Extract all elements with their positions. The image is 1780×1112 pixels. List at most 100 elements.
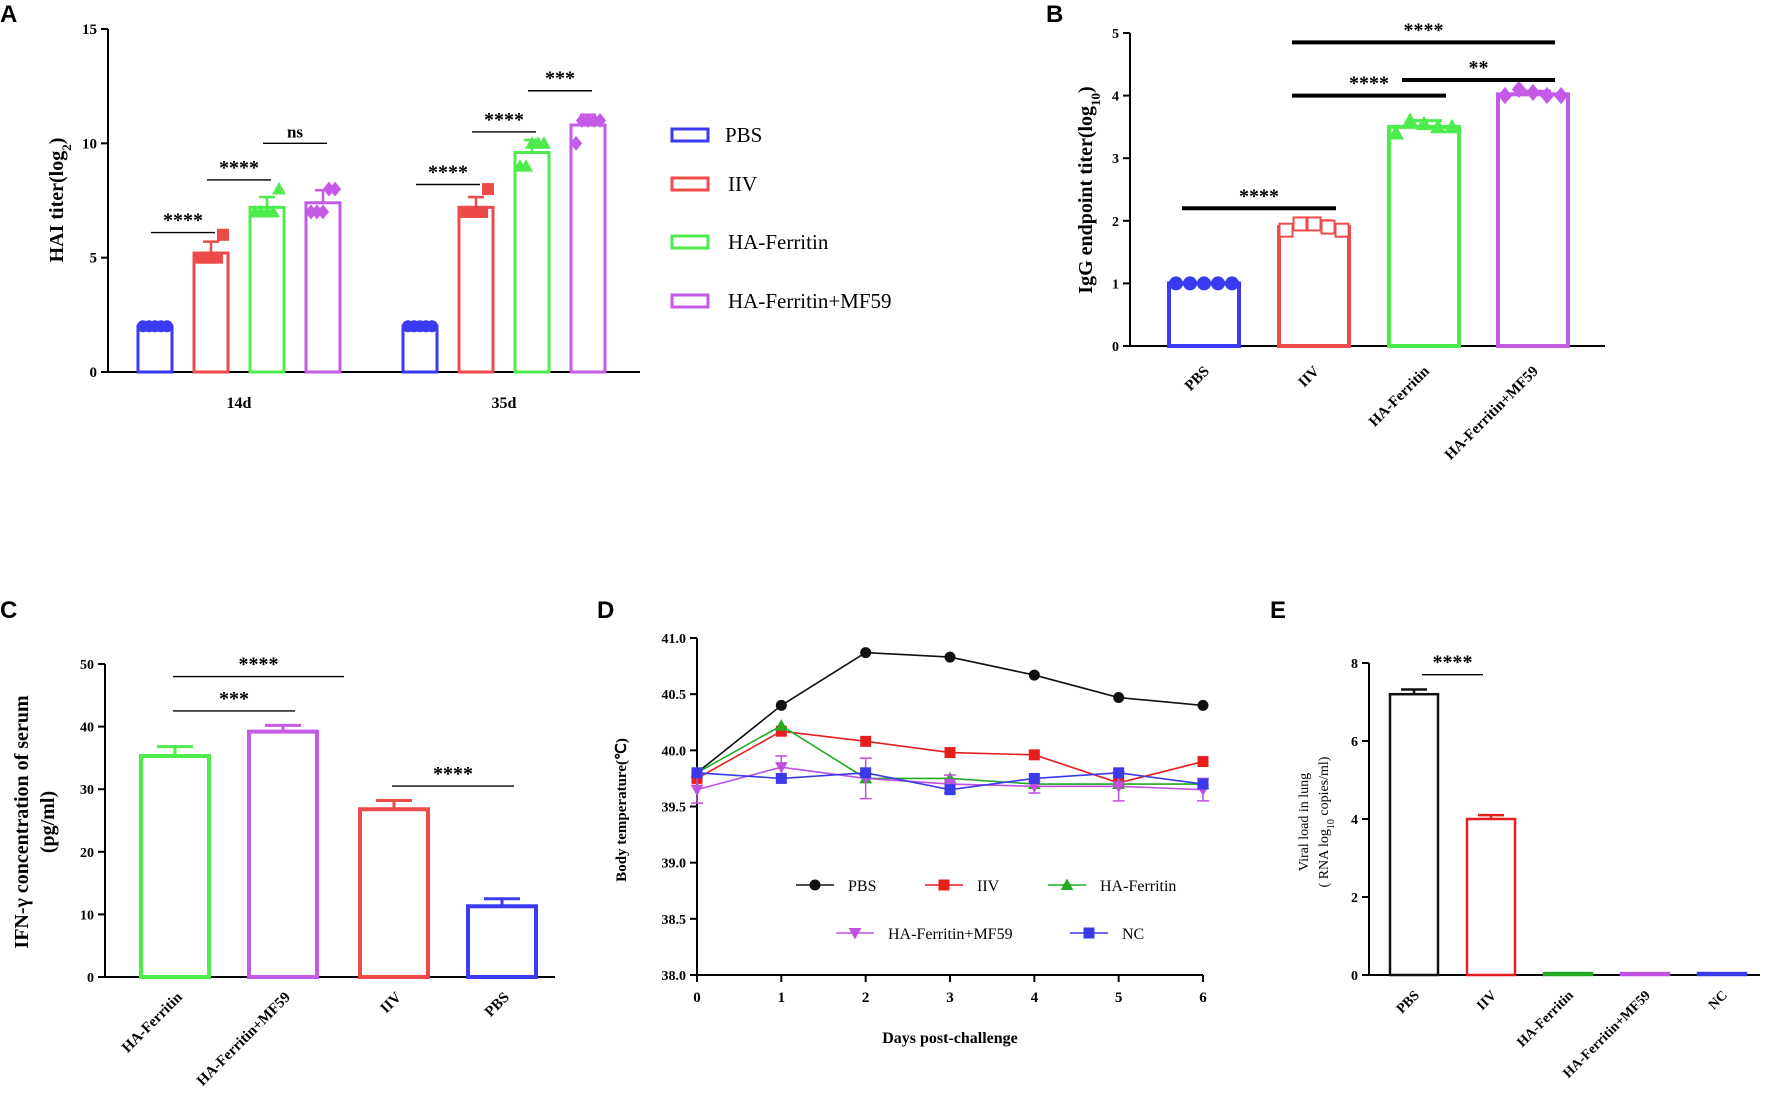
data-point bbox=[1028, 749, 1040, 761]
y-tick-label: 40 bbox=[80, 721, 94, 736]
data-point bbox=[426, 320, 438, 333]
y-tick-label: 20 bbox=[80, 846, 94, 861]
data-point bbox=[1525, 83, 1541, 102]
bar-ha-ferritin-mf59 bbox=[1496, 92, 1570, 348]
y-tick-label: 2 bbox=[1351, 891, 1358, 906]
x-axis-title: Days post-challenge bbox=[882, 1030, 1018, 1047]
legend-marker bbox=[1083, 927, 1095, 939]
data-point bbox=[1169, 276, 1183, 291]
y-tick-label: 40.5 bbox=[662, 688, 687, 703]
bar-ha-ferritin bbox=[139, 754, 211, 979]
y-tick-label: 30 bbox=[80, 783, 94, 798]
significance-label: *** bbox=[545, 68, 575, 90]
x-tick-label: 1 bbox=[778, 990, 786, 1006]
data-point bbox=[1553, 87, 1569, 105]
bar-ha-ferritin-mf59 bbox=[569, 123, 607, 374]
bar-ha-ferritin bbox=[513, 150, 551, 374]
data-point bbox=[1211, 276, 1225, 291]
bar-pbs bbox=[1167, 281, 1241, 348]
significance-label: ns bbox=[287, 122, 303, 141]
legend-marker bbox=[938, 879, 950, 891]
data-point bbox=[1430, 118, 1446, 134]
data-point bbox=[1320, 219, 1336, 235]
y-axis-title: IgG endpoint titer(log10) bbox=[1075, 86, 1103, 293]
significance-label: **** bbox=[219, 157, 259, 179]
significance-label: ** bbox=[1469, 57, 1489, 79]
legend-label: HA-Ferritin+MF59 bbox=[728, 289, 892, 313]
data-point bbox=[1334, 222, 1350, 238]
data-point bbox=[775, 699, 787, 711]
y-axis-title: HAI titer(log2) bbox=[46, 138, 74, 263]
legend-item-ha-ferritin-mf59: HA-Ferritin+MF59 bbox=[836, 926, 1013, 943]
x-tick-label: IIV bbox=[1474, 988, 1499, 1013]
y-tick-label: 10 bbox=[80, 908, 94, 923]
data-point bbox=[1444, 118, 1460, 134]
data-point bbox=[774, 762, 788, 774]
data-point bbox=[593, 113, 607, 128]
legend-label: IIV bbox=[977, 878, 1000, 895]
legend-label: PBS bbox=[848, 878, 876, 895]
y-axis-title-line1: Viral load in lung bbox=[1297, 773, 1312, 871]
x-tick-label: HA-Ferritin bbox=[1515, 988, 1577, 1050]
bar-pbs bbox=[401, 324, 439, 374]
legend-item-nc: NC bbox=[1070, 926, 1144, 943]
significance-label: **** bbox=[163, 210, 203, 232]
x-tick-label: HA-Ferritin+MF59 bbox=[1442, 364, 1542, 464]
y-tick-label: 2 bbox=[1112, 215, 1119, 230]
x-tick-label: 6 bbox=[1199, 990, 1207, 1006]
data-point bbox=[691, 767, 703, 779]
data-point bbox=[1292, 216, 1308, 232]
x-tick-label: 0 bbox=[693, 990, 701, 1006]
y-axis-title-line2: ( RNA log10 copies/ml) bbox=[1317, 756, 1337, 887]
y-tick-label: 0 bbox=[90, 365, 98, 381]
bar-iiv bbox=[192, 251, 230, 374]
data-point bbox=[1197, 778, 1209, 790]
bar-pbs bbox=[1388, 692, 1440, 977]
data-point bbox=[1416, 115, 1432, 131]
panel-c: C 0 10 20 30 40 50 HA-Ferritin HA-Ferritin+MF59… bbox=[0, 597, 555, 1089]
data-point bbox=[537, 136, 551, 149]
data-point bbox=[1306, 216, 1322, 232]
y-tick-label: 4 bbox=[1351, 813, 1358, 828]
series-nc bbox=[691, 767, 1209, 796]
panel-letter-c: C bbox=[0, 597, 17, 624]
bar-pbs bbox=[136, 324, 174, 374]
data-point bbox=[476, 205, 488, 218]
y-tick-label: 39.5 bbox=[662, 801, 687, 816]
data-point bbox=[860, 647, 872, 659]
legend-swatch bbox=[670, 176, 710, 192]
x-tick-label: IIV bbox=[378, 989, 405, 1016]
data-point bbox=[211, 251, 223, 264]
significance-label: **** bbox=[484, 109, 524, 131]
legend-label: HA-Ferritin bbox=[728, 230, 829, 254]
legend-swatch bbox=[670, 234, 710, 250]
legend-marker bbox=[1060, 878, 1074, 890]
legend-swatch bbox=[670, 293, 710, 309]
data-point bbox=[272, 181, 286, 195]
significance-label: **** bbox=[1349, 73, 1389, 95]
data-point bbox=[1388, 124, 1404, 140]
data-point bbox=[1402, 112, 1418, 127]
x-tick-label: HA-Ferritin bbox=[119, 989, 186, 1056]
x-tick-label: HA-Ferritin bbox=[1366, 363, 1433, 430]
bar-ha-ferritin bbox=[248, 205, 286, 374]
legend-label: PBS bbox=[725, 123, 762, 147]
bar-ha-ferritin bbox=[1387, 124, 1461, 349]
y-tick-label: 40.0 bbox=[662, 744, 687, 759]
data-point bbox=[1028, 669, 1040, 681]
panel-letter-d: D bbox=[597, 597, 614, 624]
panel-e: E 0 2 4 6 8 PBS IIV HA-FerritinHA-Ferritin+MF59… bbox=[1270, 597, 1760, 1081]
panel-letter-e: E bbox=[1270, 597, 1286, 624]
bar-ha-ferritin-mf59 bbox=[1619, 971, 1671, 977]
data-point bbox=[316, 204, 330, 220]
data-point bbox=[519, 159, 533, 172]
y-axis-title-line1: IFN-γ concentration of serum bbox=[11, 695, 33, 949]
y-tick-label: 38.5 bbox=[662, 913, 687, 928]
y-axis-title-line2: (pg/ml) bbox=[37, 791, 59, 853]
y-tick-label: 0 bbox=[87, 971, 94, 986]
bar-ha-ferritin-mf59 bbox=[247, 729, 319, 979]
x-tick-label: PBS bbox=[1394, 988, 1423, 1017]
y-tick-label: 0 bbox=[1351, 969, 1358, 984]
y-tick-label: 41.0 bbox=[662, 632, 687, 647]
